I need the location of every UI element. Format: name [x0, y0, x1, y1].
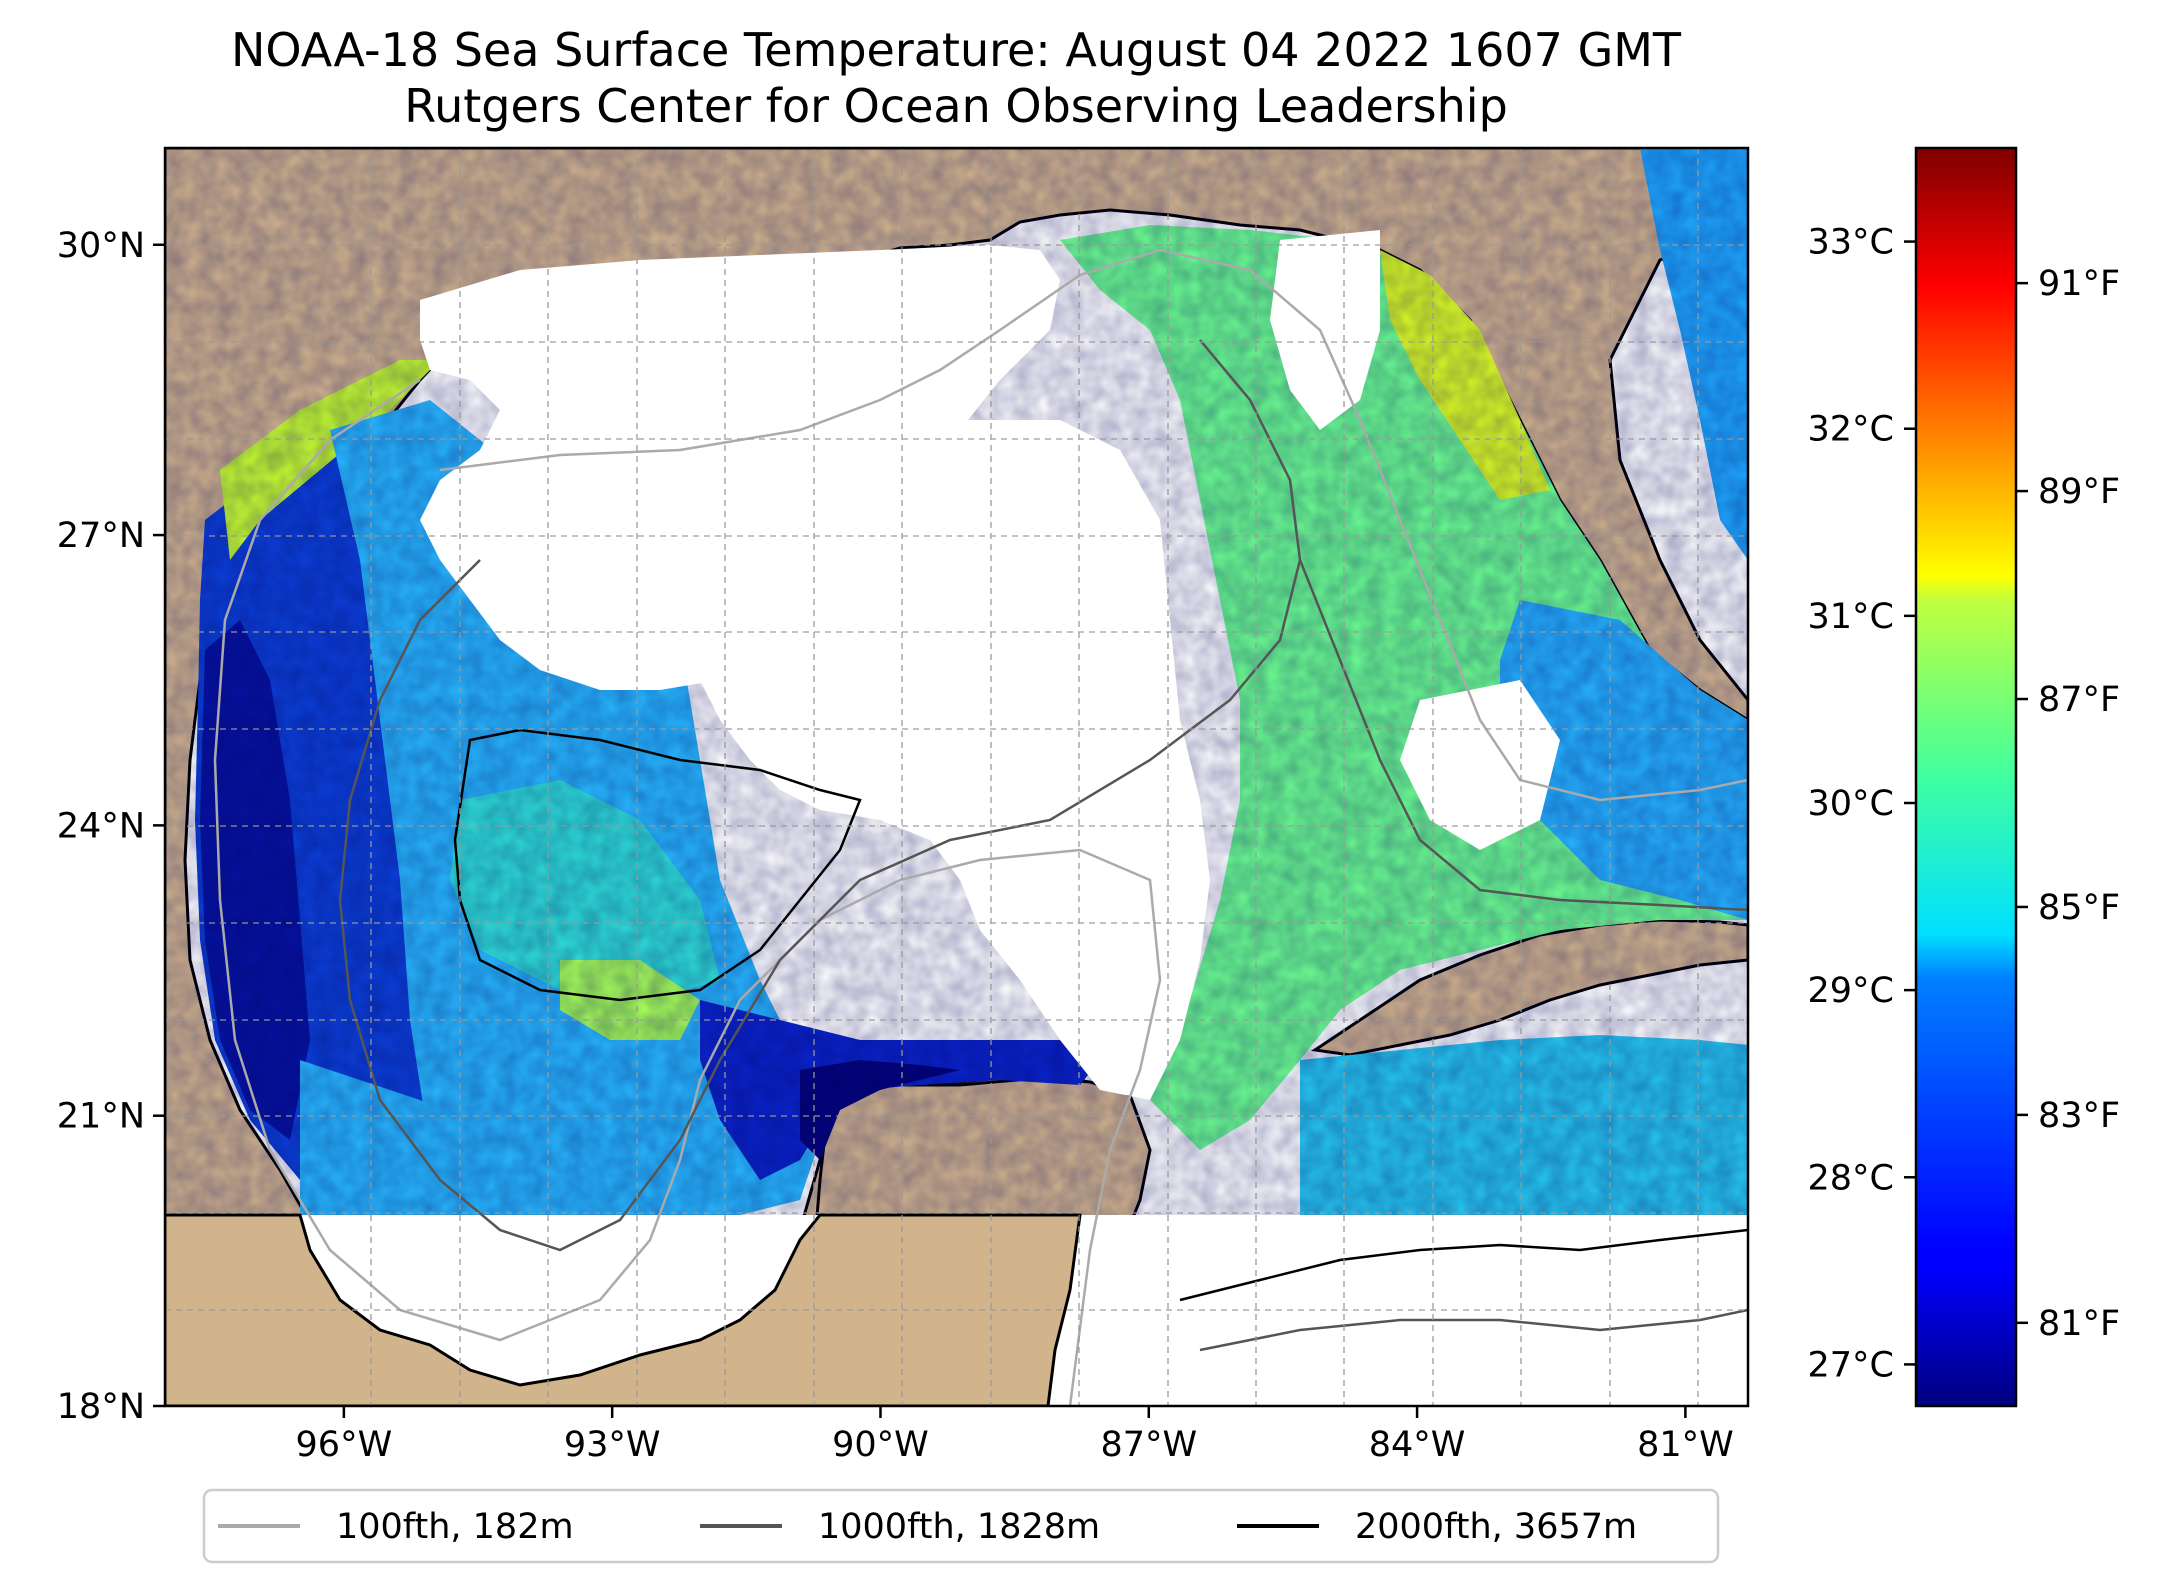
- lat-tick-label: 30°N: [57, 226, 145, 266]
- lat-tick-label: 18°N: [57, 1387, 145, 1427]
- map-panel: [165, 148, 1748, 1406]
- colorbar-c-tick-label: 32°C: [1808, 410, 1894, 450]
- lat-tick-label: 24°N: [57, 806, 145, 846]
- latitude-axis: 18°N 21°N 24°N 27°N 30°N: [57, 226, 165, 1427]
- bathymetry-contours: [213, 248, 1748, 1406]
- map-frame: [163, 146, 1750, 1408]
- colorbar-fahrenheit-axis: 81°F 83°F 85°F 87°F 89°F 91°F: [2016, 264, 2120, 1344]
- colorbar-c-tick-label: 30°C: [1808, 784, 1894, 824]
- lat-tick-label: 21°N: [57, 1097, 145, 1137]
- colorbar: [1914, 146, 2018, 1408]
- colorbar-f-tick-label: 89°F: [2038, 472, 2120, 512]
- legend-label: 100fth, 182m: [336, 1507, 574, 1547]
- contour-100fth-north: [439, 248, 1748, 802]
- colorbar-celsius-axis: 27°C 28°C 29°C 30°C 31°C 32°C 33°C: [1808, 223, 1916, 1385]
- lon-tick-label: 96°W: [296, 1425, 393, 1465]
- legend-label: 2000fth, 3657m: [1355, 1507, 1637, 1547]
- lon-tick-label: 93°W: [564, 1425, 661, 1465]
- cloud-east-patch: [1270, 230, 1380, 430]
- map-title: NOAA-18 Sea Surface Temperature: August …: [231, 23, 1682, 77]
- contour-legend: 100fth, 182m 1000fth, 1828m 2000fth, 3657m: [202, 1488, 1720, 1564]
- longitude-axis: 96°W 93°W 90°W 87°W 84°W 81°W: [296, 1406, 1734, 1465]
- colorbar-c-tick-label: 27°C: [1808, 1345, 1894, 1385]
- lat-tick-label: 27°N: [57, 516, 145, 556]
- contour-2000fth-south: [1179, 1228, 1748, 1302]
- cloud-se: [1400, 680, 1560, 850]
- colorbar-f-tick-label: 87°F: [2038, 680, 2120, 720]
- colorbar-f-tick-label: 85°F: [2038, 888, 2120, 928]
- contour-1000fth: [338, 339, 1302, 1252]
- colorbar-c-tick-label: 31°C: [1808, 597, 1894, 637]
- contour-100fth: [213, 378, 1162, 1406]
- contour-2000fth: [453, 728, 862, 1002]
- legend-label: 1000fth, 1828m: [818, 1507, 1100, 1547]
- lon-tick-label: 84°W: [1369, 1425, 1466, 1465]
- lon-tick-label: 87°W: [1100, 1425, 1197, 1465]
- cloud-central: [670, 420, 1210, 1100]
- colorbar-f-tick-label: 91°F: [2038, 264, 2120, 304]
- legend-box: [202, 1488, 1720, 1564]
- sst-field: [165, 148, 1748, 1215]
- colorbar-f-tick-label: 83°F: [2038, 1096, 2120, 1136]
- colorbar-c-tick-label: 29°C: [1808, 971, 1894, 1011]
- contour-1000fth-east: [1298, 559, 1748, 912]
- colorbar-c-tick-label: 28°C: [1808, 1158, 1894, 1198]
- lon-tick-label: 81°W: [1637, 1425, 1734, 1465]
- colorbar-c-tick-label: 33°C: [1808, 223, 1894, 263]
- colorbar-f-tick-label: 81°F: [2038, 1304, 2120, 1344]
- map-subtitle: Rutgers Center for Ocean Observing Leade…: [404, 79, 1508, 133]
- contour-2000fth-south2: [1199, 1308, 1748, 1352]
- lon-tick-label: 90°W: [832, 1425, 929, 1465]
- gridlines: [165, 148, 1748, 1406]
